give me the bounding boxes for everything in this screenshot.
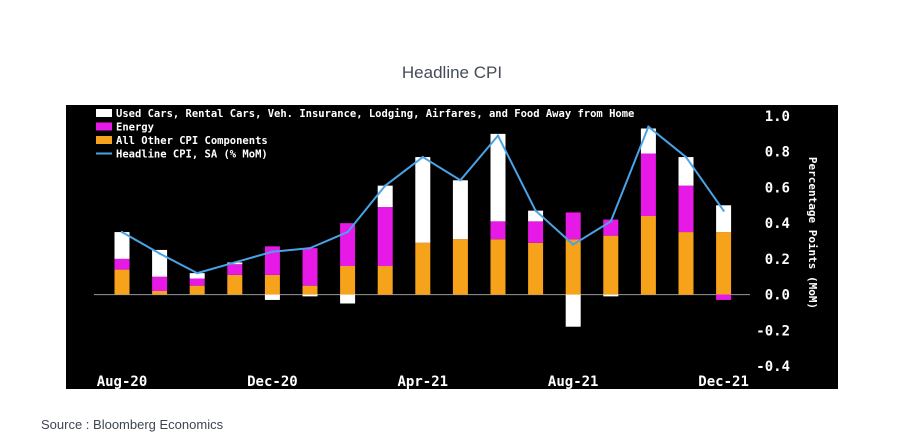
cpi-chart: 1.0 0.8 0.6 0.4 0.2 0.0 -0.2 -0.4 Percentage Poi…: [66, 105, 838, 389]
bar-aug-20-other: [114, 269, 130, 295]
headline-point-feb-21: [346, 230, 349, 234]
x-tick-label: Dec-21: [698, 374, 749, 389]
bar-oct-21-energy: [640, 153, 656, 216]
y-tick-label: 0.4: [765, 216, 790, 232]
legend-label: Energy: [116, 122, 155, 134]
headline-point-dec-21: [722, 209, 725, 212]
legend-swatch: [96, 136, 112, 144]
bar-aug-21-other: [565, 239, 581, 295]
bar-aug-20-used-cars-etc: [114, 232, 130, 259]
bar-aug-20-energy: [114, 258, 130, 270]
bar-nov-20-other: [227, 274, 243, 295]
bar-aug-21-energy: [565, 212, 581, 240]
bar-feb-21-energy: [340, 223, 356, 266]
y-tick-label: -0.2: [756, 323, 790, 339]
legend-label: Used Cars, Rental Cars, Veh. Insurance, …: [116, 108, 634, 120]
x-tick-label: Aug-20: [97, 374, 148, 389]
bar-oct-21-other: [640, 216, 656, 295]
bar-oct-20-energy: [189, 278, 205, 286]
chart-background: [66, 105, 838, 389]
bar-nov-21-other: [678, 232, 694, 295]
bar-dec-21-other: [716, 232, 732, 295]
bar-dec-21-energy: [716, 294, 732, 300]
bar-nov-20-energy: [227, 264, 243, 275]
y-tick-label: 0.2: [765, 252, 790, 268]
x-tick-label: Dec-20: [247, 374, 298, 389]
bar-jun-21-other: [490, 239, 506, 295]
bar-oct-20-used-cars-etc: [189, 273, 205, 279]
headline-point-oct-20: [196, 271, 199, 275]
bar-sep-20-used-cars-etc: [152, 249, 168, 277]
legend-swatch: [96, 109, 112, 117]
y-tick-label: -0.4: [756, 359, 790, 375]
legend-label: Headline CPI, SA (% MoM): [116, 149, 268, 161]
headline-point-mar-21: [384, 184, 387, 187]
headline-point-jan-21: [308, 246, 312, 250]
y-tick-label: 0.0: [765, 288, 790, 304]
headline-point-jul-21: [534, 209, 537, 212]
headline-point-oct-21: [647, 125, 650, 128]
headline-point-sep-21: [609, 220, 612, 223]
bar-sep-20-energy: [152, 276, 168, 291]
bar-may-21-other: [452, 239, 468, 295]
y-tick-label: 0.8: [765, 145, 790, 161]
bar-jul-21-used-cars-etc: [528, 210, 544, 222]
bar-nov-21-used-cars-etc: [678, 157, 694, 186]
legend-swatch: [96, 122, 112, 131]
headline-point-jun-21: [496, 134, 500, 137]
headline-point-dec-20: [271, 250, 274, 253]
x-tick-label: Apr-21: [398, 374, 449, 389]
y-axis-title: Percentage Points (MoM): [806, 157, 819, 309]
bar-feb-21-other: [340, 266, 356, 295]
bar-oct-20-other: [189, 285, 205, 295]
page-title: Headline CPI: [401, 63, 503, 82]
bar-jan-21-used-cars-etc: [302, 294, 318, 297]
legend-label: All Other CPI Components: [116, 135, 268, 147]
bar-nov-21-energy: [678, 185, 694, 233]
bar-jun-21-used-cars-etc: [490, 133, 506, 222]
chart-area: 1.0 0.8 0.6 0.4 0.2 0.0 -0.2 -0.4 Percentage Poi…: [66, 105, 838, 389]
y-tick-label: 1.0: [765, 109, 790, 125]
x-tick-label: Aug-21: [548, 374, 599, 389]
bar-jul-21-other: [528, 242, 544, 295]
headline-point-nov-20: [233, 261, 236, 264]
source-note: Source : Bloomberg Economics: [41, 417, 224, 432]
y-tick-label: 0.6: [765, 180, 790, 196]
bar-apr-21-used-cars-etc: [415, 157, 431, 243]
bar-dec-20-used-cars-etc: [264, 294, 280, 300]
bar-feb-21-used-cars-etc: [340, 294, 356, 304]
bar-jun-21-energy: [490, 221, 506, 240]
headline-point-aug-21: [572, 243, 575, 246]
bar-jan-21-energy: [302, 248, 318, 286]
headline-point-sep-20: [158, 252, 161, 255]
bar-apr-21-other: [415, 242, 431, 295]
bar-may-21-used-cars-etc: [452, 180, 468, 240]
headline-point-apr-21: [421, 155, 424, 159]
bar-dec-21-used-cars-etc: [716, 205, 732, 233]
bar-mar-21-other: [377, 266, 393, 295]
bar-mar-21-used-cars-etc: [377, 185, 393, 208]
bar-dec-20-other: [264, 274, 280, 295]
bar-aug-21-used-cars-etc: [565, 294, 581, 327]
headline-point-may-21: [459, 179, 462, 182]
bar-sep-20-other: [152, 291, 168, 295]
bar-jan-21-other: [302, 285, 318, 295]
bar-sep-21-used-cars-etc: [603, 294, 619, 297]
headline-point-nov-21: [684, 155, 688, 159]
headline-point-aug-20: [120, 230, 124, 234]
bar-jul-21-energy: [528, 221, 544, 243]
bar-sep-21-other: [603, 235, 619, 295]
bar-mar-21-energy: [377, 207, 393, 266]
